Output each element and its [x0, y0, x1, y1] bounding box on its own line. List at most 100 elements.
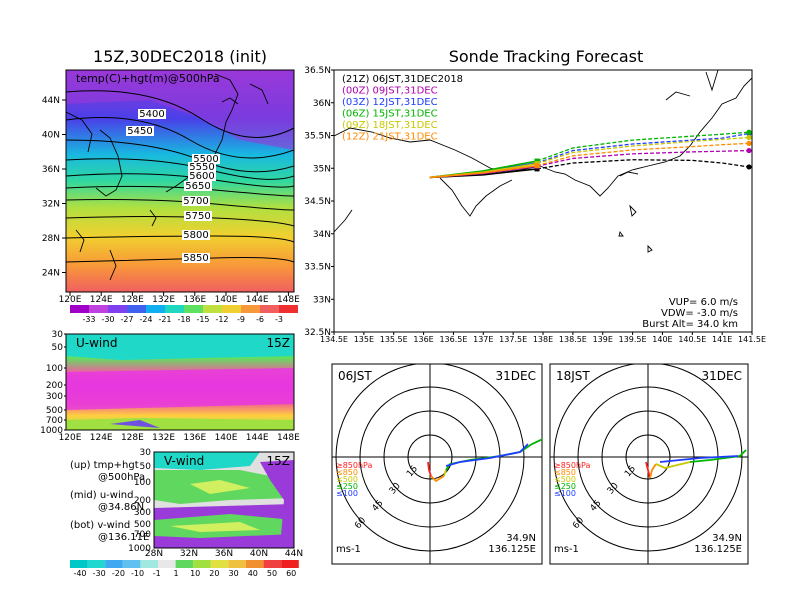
track-lat-ticks: 36.5N 36N 35.5N 35N 34.5N 34N 33.5N 33N 32.5N [304, 66, 334, 338]
contour-label: 5750 [185, 211, 210, 222]
contour-label-bg [182, 253, 210, 263]
colorbar-cell [165, 305, 184, 313]
contour-label: 5700 [183, 196, 208, 207]
polar-level-legend: ≤850 [336, 468, 358, 477]
colorbar-cell [210, 560, 229, 568]
polar-level-legend: ≥850hPa [554, 461, 591, 470]
vwind-lat-label: 32N [180, 549, 198, 559]
contour-label-bg [188, 171, 216, 181]
polar-level-legend: ≥850hPa [336, 461, 373, 470]
track-lon-label: 141.5E [738, 335, 766, 344]
track-end-point [746, 147, 752, 154]
colorbar-label: -30 [101, 315, 114, 324]
track-coastline [334, 70, 752, 253]
vwind-lat-label: 44N [285, 549, 303, 559]
colorbar-cell [260, 305, 279, 313]
polar-level-legend: ≤250 [554, 482, 576, 491]
pressure-tick-label: 50 [52, 343, 64, 353]
pressure-tick-label: 300 [46, 392, 63, 402]
pressure-tick-label: 500 [46, 406, 63, 416]
track-lat-label: 34N [313, 230, 331, 240]
track-lon-label: 139E [593, 335, 613, 344]
colorbar-cell [246, 560, 264, 568]
colorbar-cell [203, 305, 222, 313]
track-lon-label: 134.5E [320, 335, 348, 344]
temperature-colorbar: -33 -30 -27 -24 -21 -18 -15 -12 -9 -6 -3 [70, 305, 298, 324]
lon-tick-label: 128E [121, 295, 144, 305]
colorbar-cell [263, 560, 282, 568]
track-line-drift [536, 159, 750, 170]
pressure-tick-label: 200 [134, 496, 151, 506]
contour-label-bg [184, 181, 212, 191]
vup-text: VUP= 6.0 m/s [669, 297, 738, 308]
contour-label-bg [126, 126, 154, 136]
track-lon-label: 139.5E [619, 335, 647, 344]
hodograph-trace [659, 455, 739, 463]
track-legend: (21Z) 06JST,31DEC2018(00Z) 09JST,31DEC(0… [342, 74, 463, 143]
lat-tick-label: 28N [42, 234, 60, 244]
colorbar-cell [108, 305, 127, 313]
contour-label: 5550 [189, 162, 214, 173]
colorbar-label: 30 [229, 569, 239, 578]
vwind-panel [153, 451, 295, 549]
track-end-point [746, 140, 752, 146]
lon-tick-label: 140E [215, 295, 238, 305]
contour-label: 5650 [185, 181, 210, 192]
hodograph-1-date: 31DEC [496, 369, 536, 383]
pressure-tick-label: 200 [46, 381, 63, 391]
pressure-tick-label: 100 [134, 478, 151, 488]
uwind-lon-label: 148E [277, 433, 300, 443]
lat-tick-label: 24N [42, 269, 60, 279]
wind-colorbar: -40 -30 -20 -10 -1 1 10 20 30 40 50 60 [70, 560, 299, 578]
hodograph-2-unit: ms-1 [554, 544, 579, 555]
pressure-tick-label: 1000 [40, 426, 63, 436]
track-map-frame [333, 69, 753, 333]
lat-tick-label: 44N [42, 96, 60, 106]
lon-tick-label: 136E [183, 295, 206, 305]
lat-tick-label: 32N [42, 200, 60, 210]
legend-line: (bot) v-wind [70, 520, 130, 531]
track-legend-entry: (06Z) 15JST,31DEC [342, 109, 438, 120]
colorbar-label: 1 [173, 569, 178, 578]
pressure-tick-label: 30 [52, 330, 64, 340]
colorbar-label: 50 [267, 569, 277, 578]
track-lon-label: 140E [652, 335, 672, 344]
uwind-lon-ticks: 120E 124E 128E 132E 136E 140E 144E 148E [59, 433, 301, 443]
lat-tick-label: 36N [42, 165, 60, 175]
map-frame [65, 69, 295, 293]
polar-level-legend: ≤500 [336, 475, 358, 484]
burst-text: Burst Alt= 34.0 km [642, 319, 738, 330]
track-legend-entry: (12Z) 21JST,31DEC [342, 132, 438, 143]
vwind-lat-ticks: 28N 32N 36N 40N 44N [145, 549, 303, 559]
uwind-lon-label: 120E [59, 433, 82, 443]
uwind-lon-label: 140E [215, 433, 238, 443]
map-label: temp(C)+hgt(m)@500hPa [76, 72, 220, 85]
hodograph-2-lon: 136.125E [694, 544, 742, 555]
left-title: 15Z,30DEC2018 (init) [93, 47, 267, 66]
track-end-point [746, 129, 752, 135]
legend-line: @136.11E [98, 532, 149, 543]
track-end-point [746, 164, 752, 170]
hodograph-2-lat: 34.9N [712, 533, 742, 544]
track-legend-entry: (21Z) 06JST,31DEC2018 [342, 74, 463, 85]
vwind-time: 15Z [267, 454, 291, 468]
hodograph-trace [443, 469, 447, 477]
track-burst-marker [534, 163, 540, 169]
pressure-tick-label: 700 [46, 416, 63, 426]
hodograph-trace [445, 443, 529, 467]
colorbar-label: -18 [177, 315, 190, 324]
uwind-panel [65, 333, 295, 431]
hodograph-1-lon: 136.125E [488, 544, 536, 555]
track-lines [429, 129, 752, 179]
panel-legend: (up) tmp+hgt@500hPa (mid) u-wind@34.86N (b… [70, 460, 149, 543]
track-lat-label: 33.5N [304, 263, 331, 273]
hodograph-trace [655, 461, 691, 469]
colorbar-cell [70, 305, 89, 313]
colorbar-cell [146, 305, 165, 313]
hodograph-2-time: 18JST [556, 369, 590, 383]
track-lat-label: 36.5N [304, 66, 331, 76]
